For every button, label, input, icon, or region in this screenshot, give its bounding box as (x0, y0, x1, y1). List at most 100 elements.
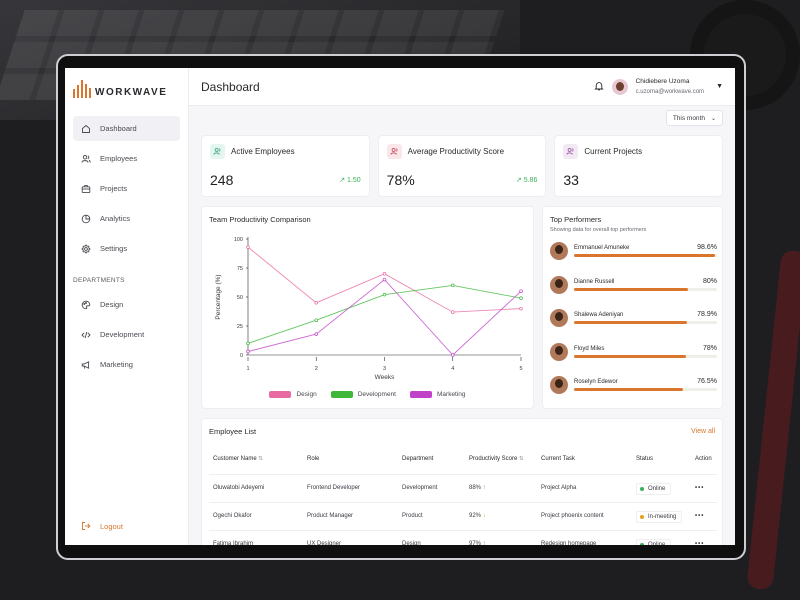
stat-label: Average Productivity Score (407, 147, 505, 156)
column-header[interactable]: Customer Name ⇅ (213, 456, 263, 462)
palette-icon (81, 300, 91, 310)
status-badge: Online (636, 539, 672, 545)
legend-swatch (269, 391, 292, 398)
column-header: Department (402, 456, 434, 462)
chevron-down-icon: ⌄ (710, 115, 716, 122)
table-row[interactable]: Fatima Ibrahim UX Designer Design 97% ↑ Rede… (209, 531, 717, 545)
departments-heading: DEPARTMENTS (73, 277, 125, 284)
data-point (246, 341, 250, 346)
trend-icon: ↓ (482, 513, 486, 519)
sort-icon[interactable]: ⇅ (517, 456, 524, 462)
row-actions-button[interactable]: ••• (695, 541, 705, 545)
period-select[interactable]: This month ⌄ (665, 110, 723, 126)
header: Dashboard Chidiebere Uzoma c.uzoma@workw… (189, 68, 735, 106)
stat-change: ↗ 1.50 (339, 177, 361, 184)
sidebar-item-label: Settings (100, 244, 128, 253)
logout-label: Logout (100, 521, 123, 531)
stat-card-current-projects[interactable]: Current Projects 33 (554, 135, 724, 197)
avatar (550, 342, 568, 361)
avatar[interactable] (611, 78, 628, 95)
stat-card-average-productivity[interactable]: Average Productivity Score 78% ↗ 5.86 (377, 135, 547, 197)
performer-score: 78% (702, 344, 717, 352)
data-point (246, 245, 250, 249)
performer-name: Emmanuel Amuneke (574, 245, 630, 251)
y-axis-label: Percentage (%) (215, 274, 222, 319)
sidebar-item-marketing[interactable]: Marketing (73, 352, 180, 377)
performer-row[interactable]: Shalewa Adeniyan 78.9% (550, 309, 717, 343)
trend-up-icon: ↗ (515, 177, 522, 184)
legend-label: Development (357, 391, 396, 398)
data-point (451, 283, 455, 288)
user-info[interactable]: Chidiebere Uzoma c.uzoma@workwave.com (636, 77, 704, 97)
sidebar-item-dashboard[interactable]: Dashboard (73, 116, 180, 141)
logo[interactable]: WORKWAVE (65, 68, 188, 98)
x-tick-label: 1 (246, 366, 249, 372)
x-tick-label: 2 (315, 366, 318, 372)
sidebar-item-design[interactable]: Design (73, 292, 180, 317)
legend-item-design[interactable]: Design (269, 391, 317, 398)
employee-table: Customer Name ⇅ Role Department Productivit… (209, 449, 717, 545)
user-menu: Chidiebere Uzoma c.uzoma@workwave.com ▼ (593, 77, 723, 97)
performer-progress-track (574, 388, 717, 391)
view-all-link[interactable]: View all (691, 428, 715, 435)
stat-card-active-employees[interactable]: Active Employees 248 ↗ 1.50 (201, 135, 370, 197)
users-icon (210, 144, 225, 159)
data-point (451, 353, 455, 357)
sidebar-item-label: Marketing (100, 360, 133, 369)
trend-up-icon: ↗ (339, 177, 346, 184)
logout-button[interactable]: Logout (81, 521, 123, 531)
performer-name: Shalewa Adeniyan (574, 312, 624, 318)
users-icon (386, 144, 402, 159)
sidebar-item-label: Development (100, 330, 145, 339)
performer-row[interactable]: Floyd Miles 78% (550, 342, 717, 377)
sort-icon[interactable]: ⇅ (256, 456, 263, 462)
x-tick-label: 3 (383, 366, 386, 372)
bell-icon[interactable] (593, 78, 604, 96)
chart-legend: Design Development Marketing (202, 391, 533, 398)
data-point (314, 318, 318, 322)
legend-item-development[interactable]: Development (330, 391, 396, 398)
chart-title: Team Productivity Comparison (209, 215, 311, 224)
row-actions-button[interactable]: ••• (695, 485, 705, 491)
performer-row[interactable]: Emmanuel Amuneke 98.6% (550, 242, 717, 276)
y-tick-label: 25 (237, 324, 243, 330)
data-point (314, 301, 318, 305)
chevron-down-icon[interactable]: ▼ (716, 83, 723, 90)
sidebar-item-projects[interactable]: Projects (73, 176, 180, 201)
table-row[interactable]: Oluwatobi Adeyemi Frontend Developer Devel… (209, 475, 717, 503)
stat-label: Current Projects (584, 147, 643, 156)
user-name: Chidiebere Uzoma (635, 77, 690, 85)
performer-progress-fill (574, 321, 687, 324)
status-dot-icon (640, 487, 644, 491)
row-actions-button[interactable]: ••• (695, 513, 705, 519)
sidebar-item-employees[interactable]: Employees (73, 146, 180, 171)
period-select-value: This month (672, 114, 705, 122)
x-tick-label: 4 (451, 366, 454, 372)
data-point (246, 349, 250, 354)
performer-row[interactable]: Dianne Russell 80% (550, 275, 717, 310)
performer-score: 80% (702, 277, 717, 285)
pie-chart-icon (81, 214, 91, 224)
performer-score: 78.9% (697, 311, 717, 318)
stat-change: ↗ 5.86 (515, 177, 538, 184)
sidebar-item-label: Design (100, 300, 124, 309)
background-pen (746, 249, 800, 591)
sidebar-item-settings[interactable]: Settings (73, 236, 180, 261)
legend-item-marketing[interactable]: Marketing (410, 391, 466, 398)
performer-row[interactable]: Roselyn Edewor 76.5% (550, 376, 717, 410)
sidebar-item-development[interactable]: Development (73, 322, 180, 347)
performer-progress-fill (574, 254, 715, 257)
avatar (550, 275, 568, 294)
status-badge: Online (636, 483, 672, 497)
employee-department: Product (402, 513, 423, 519)
table-row[interactable]: Ogechi Okafor Product Manager Product 92% ↓… (209, 503, 717, 531)
performer-progress-track (574, 254, 717, 257)
employee-score: 88% ↑ (469, 485, 486, 491)
status-badge: In-meeting (636, 511, 683, 525)
stat-value: 78% (386, 172, 415, 188)
sidebar-item-analytics[interactable]: Analytics (73, 206, 180, 231)
column-header[interactable]: Productivity Score ⇅ (469, 456, 524, 462)
data-point (382, 277, 387, 282)
gear-icon (81, 243, 91, 254)
performer-name: Dianne Russell (574, 278, 615, 285)
